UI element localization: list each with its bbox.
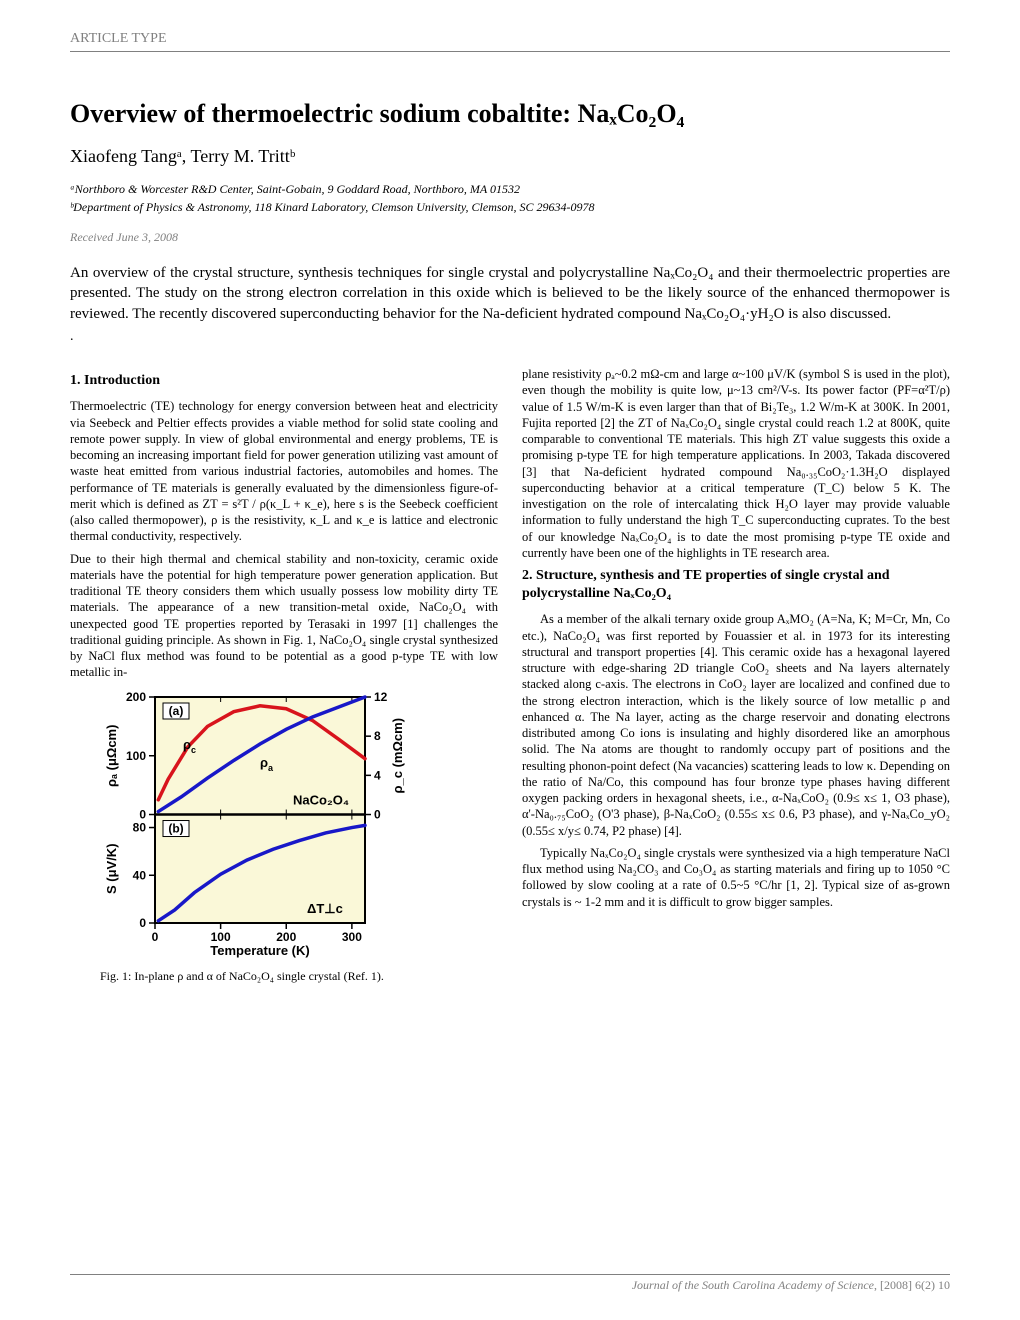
figure-1: 0 100 200 300 Temperature (K) 0 100 200 0 4 8 12 0 40… (100, 689, 498, 964)
svg-text:NaCo₂O₄: NaCo₂O₄ (293, 792, 349, 807)
svg-text:80: 80 (133, 820, 147, 834)
svg-text:0: 0 (152, 930, 159, 944)
received-date: Received June 3, 2008 (70, 230, 950, 246)
svg-text:200: 200 (126, 690, 146, 704)
svg-text:0: 0 (374, 807, 381, 821)
svg-text:c: c (191, 745, 196, 755)
sec2-paragraph-2: Typically NaₓCo₂O₄ single crystals were … (522, 845, 950, 910)
footer-rest: , [2008] 6(2) 10 (874, 1278, 950, 1292)
right-column: plane resistivity ρₐ~0.2 mΩ-cm and large… (522, 366, 950, 985)
body-columns: 1. Introduction Thermoelectric (TE) tech… (70, 366, 950, 985)
svg-text:(a): (a) (169, 704, 184, 718)
svg-text:8: 8 (374, 729, 381, 743)
journal-name: Journal of the South Carolina Academy of… (632, 1278, 874, 1292)
figure-1-caption: Fig. 1: In-plane ρ and α of NaCo₂O₄ sing… (100, 969, 498, 985)
svg-text:ΔT⊥c: ΔT⊥c (307, 901, 343, 916)
footer: Journal of the South Carolina Academy of… (70, 1274, 950, 1294)
affiliation-1: ᵃNorthboro & Worcester R&D Center, Saint… (70, 182, 950, 198)
svg-text:200: 200 (276, 930, 296, 944)
section-1-heading: 1. Introduction (70, 372, 498, 390)
intro-paragraph-2: Due to their high thermal and chemical s… (70, 551, 498, 681)
svg-text:0: 0 (139, 916, 146, 930)
article-type-header: ARTICLE TYPE (70, 30, 950, 52)
left-column: 1. Introduction Thermoelectric (TE) tech… (70, 366, 498, 985)
sec2-paragraph-1: As a member of the alkali ternary oxide … (522, 611, 950, 839)
svg-text:ρ: ρ (183, 737, 191, 752)
svg-text:12: 12 (374, 690, 388, 704)
intro-paragraph-1: Thermoelectric (TE) technology for energ… (70, 398, 498, 544)
svg-text:40: 40 (133, 868, 147, 882)
svg-text:S (μV/K): S (μV/K) (104, 843, 119, 894)
authors: Xiaofeng Tangᵃ, Terry M. Trittᵇ (70, 145, 950, 168)
svg-text:0: 0 (139, 807, 146, 821)
svg-text:(b): (b) (168, 821, 183, 835)
svg-text:ρ: ρ (260, 755, 268, 770)
svg-text:ρₐ (μΩcm): ρₐ (μΩcm) (104, 724, 119, 786)
figure-1-svg: 0 100 200 300 Temperature (K) 0 100 200 0 4 8 12 0 40… (100, 689, 410, 959)
svg-text:ρ_c (mΩcm): ρ_c (mΩcm) (390, 718, 405, 794)
col2-paragraph-1: plane resistivity ρₐ~0.2 mΩ-cm and large… (522, 366, 950, 561)
section-2-heading: 2. Structure, synthesis and TE propertie… (522, 567, 950, 603)
abstract-text: An overview of the crystal structure, sy… (70, 263, 950, 324)
abstract-end-dot: . (70, 328, 950, 346)
svg-text:100: 100 (211, 930, 231, 944)
svg-text:300: 300 (342, 930, 362, 944)
article-title: Overview of thermoelectric sodium cobalt… (70, 97, 950, 131)
svg-text:4: 4 (374, 768, 381, 782)
svg-text:100: 100 (126, 748, 146, 762)
svg-text:Temperature (K): Temperature (K) (210, 943, 309, 958)
affiliation-2: ᵇDepartment of Physics & Astronomy, 118 … (70, 200, 950, 216)
